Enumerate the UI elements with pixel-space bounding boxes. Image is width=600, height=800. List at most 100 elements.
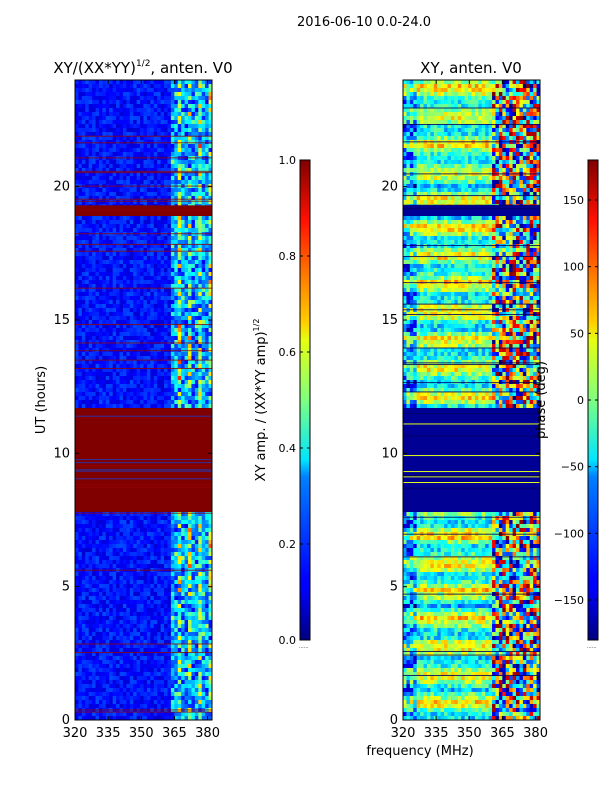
amplitude-cell xyxy=(85,392,89,397)
amplitude-cell xyxy=(201,372,206,377)
amplitude-cell xyxy=(181,560,185,565)
amplitude-cell xyxy=(98,400,103,405)
amplitude-cell xyxy=(78,532,83,537)
amplitude-cell xyxy=(136,528,141,533)
amplitude-cell xyxy=(208,124,212,129)
amplitude-cell xyxy=(105,164,110,169)
amplitude-cell xyxy=(208,116,212,121)
amplitude-cell xyxy=(150,240,155,245)
amplitude-cell xyxy=(164,264,168,269)
amplitude-cell xyxy=(188,92,192,97)
amplitude-cell xyxy=(126,384,131,389)
amplitude-cell xyxy=(177,528,182,533)
amplitude-cell xyxy=(105,344,110,349)
amplitude-cell xyxy=(160,120,165,125)
amplitude-cell xyxy=(81,384,86,389)
amplitude-cell xyxy=(102,140,107,145)
amplitude-cell xyxy=(198,252,203,257)
amplitude-cell xyxy=(129,136,134,141)
amplitude-cell xyxy=(160,520,165,525)
amplitude-cell xyxy=(81,564,86,569)
amplitude-cell xyxy=(181,180,185,185)
amplitude-cell xyxy=(88,96,93,101)
amplitude-cell xyxy=(81,300,86,305)
amplitude-cell xyxy=(201,256,206,261)
amplitude-cell xyxy=(160,540,165,545)
amplitude-cell xyxy=(119,544,124,549)
amplitude-cell xyxy=(78,192,83,197)
amplitude-cell xyxy=(201,220,206,225)
amplitude-cell xyxy=(143,152,148,157)
amplitude-cell xyxy=(98,300,103,305)
amplitude-cell xyxy=(167,116,172,121)
amplitude-cell xyxy=(160,128,165,133)
amplitude-cell xyxy=(81,228,86,233)
amplitude-cell xyxy=(98,176,103,181)
amplitude-cell xyxy=(150,144,155,149)
amplitude-cell xyxy=(129,352,134,357)
amplitude-cell xyxy=(105,132,110,137)
amplitude-cell xyxy=(98,268,103,273)
amplitude-cell xyxy=(92,512,96,517)
amplitude-cell xyxy=(112,240,117,245)
amplitude-cell xyxy=(122,228,127,233)
amplitude-cell xyxy=(181,300,185,305)
amplitude-cell xyxy=(119,92,124,97)
amplitude-cell xyxy=(129,132,134,137)
amplitude-cell xyxy=(140,292,144,297)
amplitude-cell xyxy=(198,132,203,137)
amplitude-cell xyxy=(205,264,209,269)
amplitude-cell xyxy=(191,152,196,157)
amplitude-cell xyxy=(143,196,148,201)
amplitude-cell xyxy=(205,304,209,309)
amplitude-cell xyxy=(78,328,83,333)
amplitude-cell xyxy=(160,264,165,269)
amplitude-cell xyxy=(143,556,148,561)
amplitude-cell xyxy=(112,368,117,373)
amplitude-cell xyxy=(143,308,148,313)
amplitude-cell xyxy=(102,164,107,169)
amplitude-cell xyxy=(92,360,96,365)
amplitude-cell xyxy=(109,108,113,113)
amplitude-cell xyxy=(174,280,179,285)
amplitude-cell xyxy=(133,244,137,249)
amplitude-cell xyxy=(181,108,185,113)
amplitude-cell xyxy=(95,116,100,121)
amplitude-cell xyxy=(181,164,185,169)
amplitude-cell xyxy=(140,220,144,225)
amplitude-cell xyxy=(188,404,192,409)
amplitude-cell xyxy=(95,384,100,389)
amplitude-cell xyxy=(157,92,161,97)
amplitude-cell xyxy=(188,220,192,225)
amplitude-cell xyxy=(133,536,137,541)
amplitude-cell xyxy=(167,124,172,129)
amplitude-cell xyxy=(170,128,175,133)
amplitude-cell xyxy=(201,148,206,153)
amplitude-cell xyxy=(88,248,93,253)
amplitude-cell xyxy=(184,140,189,145)
amplitude-cell xyxy=(140,556,144,561)
amplitude-cell xyxy=(102,268,107,273)
amplitude-cell xyxy=(133,92,137,97)
amplitude-cell xyxy=(92,84,96,89)
amplitude-cell xyxy=(194,128,199,133)
amplitude-cell xyxy=(81,200,86,205)
amplitude-cell xyxy=(105,180,110,185)
amplitude-cell xyxy=(208,380,212,385)
amplitude-cell xyxy=(205,316,209,321)
amplitude-cell xyxy=(198,388,203,393)
amplitude-cell xyxy=(75,84,79,89)
amplitude-cell xyxy=(146,96,151,101)
amplitude-cell xyxy=(119,540,124,545)
amplitude-cell xyxy=(201,388,206,393)
amplitude-cell xyxy=(95,164,100,169)
amplitude-cell xyxy=(78,384,83,389)
amplitude-cell xyxy=(85,112,89,117)
amplitude-cell xyxy=(205,380,209,385)
amplitude-cell xyxy=(140,260,144,265)
amplitude-cell xyxy=(133,560,137,565)
amplitude-cell xyxy=(170,552,175,557)
amplitude-cell xyxy=(177,108,182,113)
amplitude-cell xyxy=(170,388,175,393)
amplitude-cell xyxy=(194,308,199,313)
